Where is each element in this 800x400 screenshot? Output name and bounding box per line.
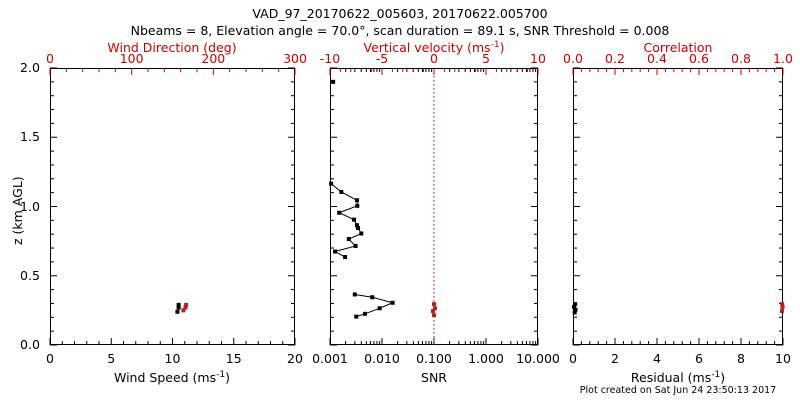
p2-top-xtick-0: -10 — [319, 51, 341, 66]
datapoint-p2-s1-10 — [353, 243, 358, 248]
datapoint-p1-s0-2 — [176, 302, 181, 307]
datapoint-p2-s1-6 — [354, 223, 359, 228]
panel1-xlabel: Wind Speed (ms-1) — [114, 369, 230, 385]
datapoint-p2-s3-2 — [433, 306, 438, 311]
datapoint-p3-s1-2 — [780, 302, 785, 307]
p2-xtick-4: 10.000 — [516, 351, 560, 366]
datapoint-p2-s0-0 — [331, 79, 336, 84]
y-tick-0.0: 0.0 — [20, 337, 40, 352]
datapoint-p1-s1-0 — [181, 308, 186, 313]
datapoint-p2-s1-2 — [354, 198, 359, 203]
p3-xtick-3: 6 — [695, 351, 703, 366]
datapoint-p1-s0-0 — [175, 309, 180, 314]
datapoint-p2-s2-1 — [362, 311, 367, 316]
p3-xtick-4: 8 — [737, 351, 745, 366]
panel3-top-xlabel: Correlation — [643, 40, 713, 55]
y-tick-0.5: 0.5 — [20, 267, 40, 283]
datapoint-p1-s1-1 — [183, 305, 188, 310]
datapoint-p2-s2-0 — [354, 314, 359, 319]
p1-xtick-4: 20 — [287, 351, 303, 366]
datapoint-p3-s1-1 — [780, 304, 785, 309]
datapoint-p2-s1-5 — [352, 217, 357, 222]
p3-xtick-5: 10 — [775, 351, 791, 366]
panel2-xlabel: SNR — [421, 370, 447, 385]
figure-title: VAD_97_20170622_005603, 20170622.005700 — [252, 6, 548, 21]
datapoint-p2-s1-11 — [333, 249, 338, 254]
datapoint-p2-s1-8 — [359, 231, 364, 236]
figure-subtitle: Nbeams = 8, Elevation angle = 70.0°, sca… — [130, 23, 670, 38]
p2-xtick-2: 0.100 — [416, 351, 452, 366]
datapoint-p3-s0-1 — [573, 307, 578, 312]
datapoint-p2-s1-1 — [339, 189, 344, 194]
p2-top-xtick-3: 5 — [482, 51, 490, 66]
datapoint-p3-s0-0 — [572, 310, 577, 315]
datapoint-p2-s2-5 — [352, 292, 357, 297]
datapoint-p2-s3-3 — [432, 302, 436, 307]
datapoint-p2-s1-3 — [355, 203, 360, 208]
p1-xtick-3: 15 — [225, 351, 242, 366]
y-tick-1.0: 1.0 — [20, 198, 40, 214]
panel-snr — [330, 68, 538, 345]
p1-xtick-2: 10 — [164, 351, 181, 366]
p3-top-xtick-3: 0.6 — [689, 51, 709, 66]
p3-top-xtick-0: 0.0 — [563, 51, 583, 66]
p3-top-xtick-4: 0.8 — [731, 51, 751, 66]
datapoint-p2-s1-7 — [355, 225, 360, 230]
p2-top-xtick-4: 10 — [530, 51, 546, 66]
datapoint-p2-s3-1 — [430, 309, 435, 314]
p2-top-xtick-2: 0 — [430, 51, 438, 66]
p1-top-xtick-1: 100 — [119, 51, 144, 66]
p3-xtick-1: 2 — [611, 351, 619, 366]
plot-created-footer: Plot created on Sat Jun 24 23:50:13 2017 — [579, 385, 777, 396]
datapoint-p3-s1-0 — [779, 309, 784, 314]
p1-xtick-0: 0 — [46, 351, 54, 366]
y-tick-1.5: 1.5 — [20, 129, 40, 145]
p3-top-xtick-2: 0.4 — [647, 51, 667, 66]
p1-top-xtick-2: 200 — [201, 51, 226, 66]
datapoint-p1-s1-2 — [184, 302, 189, 307]
datapoint-p2-s1-4 — [337, 210, 342, 215]
p3-top-xtick-5: 1.0 — [773, 51, 793, 66]
p3-xtick-0: 0 — [569, 351, 577, 366]
datapoint-p1-s0-1 — [176, 305, 181, 310]
datapoint-p3-s0-2 — [572, 304, 577, 309]
datapoint-p2-s2-3 — [390, 300, 395, 305]
panel2-top-xlabel: Vertical velocity (ms-1) — [363, 39, 505, 55]
y-tick-2.0: 2.0 — [20, 60, 40, 75]
datapoint-p2-s2-4 — [370, 295, 375, 300]
p2-top-xtick-1: -5 — [375, 51, 389, 66]
p1-top-xtick-3: 300 — [283, 51, 307, 66]
datapoint-p2-s1-12 — [343, 255, 348, 260]
datapoint-p2-s3-0 — [432, 313, 436, 318]
datapoint-p2-s1-0 — [329, 181, 334, 186]
panel1-top-xlabel: Wind Direction (deg) — [107, 40, 237, 55]
p2-xtick-3: 1.000 — [468, 351, 504, 366]
datapoint-p2-s1-9 — [346, 237, 351, 242]
p1-top-xtick-0: 0 — [46, 51, 54, 66]
p1-xtick-1: 5 — [107, 351, 116, 366]
panel3-xlabel: Residual (ms-1) — [630, 369, 726, 385]
p2-xtick-1: 0.010 — [364, 351, 400, 366]
p2-xtick-0: 0.001 — [312, 351, 348, 366]
p3-xtick-2: 4 — [653, 351, 661, 366]
datapoint-p3-s0-3 — [573, 302, 578, 307]
p3-top-xtick-1: 0.2 — [605, 51, 625, 66]
datapoint-p2-s2-2 — [377, 306, 382, 311]
